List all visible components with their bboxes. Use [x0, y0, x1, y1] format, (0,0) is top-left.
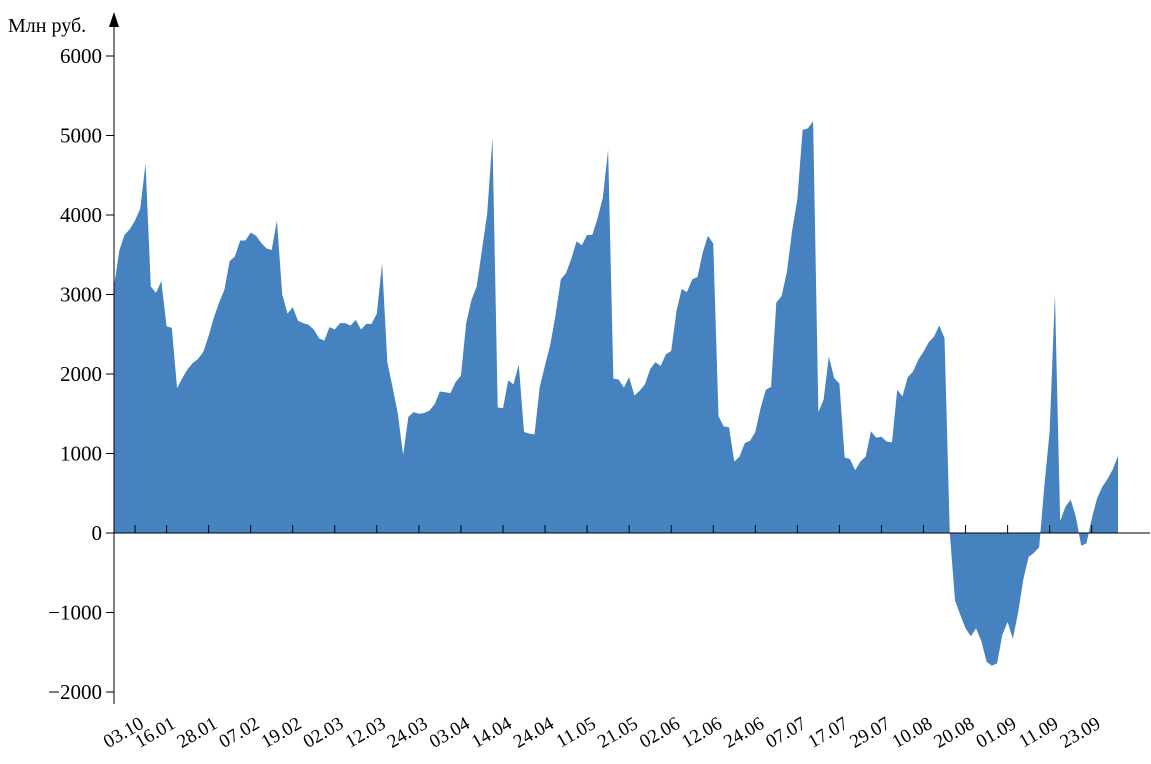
x-tick-label: 02.06: [636, 713, 684, 753]
x-tick-label: 28.01: [174, 713, 222, 753]
x-tick-label: 14.04: [468, 713, 516, 753]
y-axis-label: Млн руб.: [8, 15, 86, 37]
y-tick-label: 1000: [60, 442, 102, 466]
series-area: [114, 121, 1118, 666]
x-tick-label: 23.09: [1057, 713, 1105, 753]
y-tick-label: 3000: [60, 283, 102, 307]
x-tick-label: 03.04: [426, 713, 474, 753]
x-tick-label: 11.05: [553, 713, 600, 752]
x-tick-label: 12.03: [342, 713, 390, 753]
y-tick-label: 5000: [60, 124, 102, 148]
x-tick-label: 07.07: [762, 713, 810, 753]
y-tick-label: 0: [92, 521, 103, 545]
x-tick-label: 24.06: [720, 713, 768, 753]
x-tick-label: 29.07: [846, 713, 894, 753]
x-tick-label: 11.09: [1015, 713, 1062, 752]
y-tick-label: −1000: [48, 601, 102, 625]
x-tick-label: 19.02: [258, 713, 306, 753]
y-axis-arrow-icon: [109, 12, 119, 27]
x-tick-label: 24.03: [384, 713, 432, 753]
y-ticks: −2000 −1000 0 1000 2000 3000 4000 5000 6000: [48, 44, 114, 704]
x-tick-label: 17.07: [804, 713, 852, 753]
y-tick-label: 4000: [60, 203, 102, 227]
area-layer: [114, 121, 1118, 666]
x-tick-label: 07.02: [216, 713, 264, 753]
y-tick-label: −2000: [48, 680, 102, 704]
x-tick-label: 10.08: [888, 713, 936, 753]
x-tick-label: 24.04: [510, 713, 558, 753]
x-tick-label: 02.03: [300, 713, 348, 753]
y-tick-label: 2000: [60, 362, 102, 386]
x-tick-label: 20.08: [931, 713, 979, 753]
x-tick-label: 21.05: [594, 713, 642, 753]
x-tick-label: 12.06: [678, 713, 726, 753]
x-tick-label: 01.09: [973, 713, 1021, 753]
y-tick-label: 6000: [60, 44, 102, 68]
